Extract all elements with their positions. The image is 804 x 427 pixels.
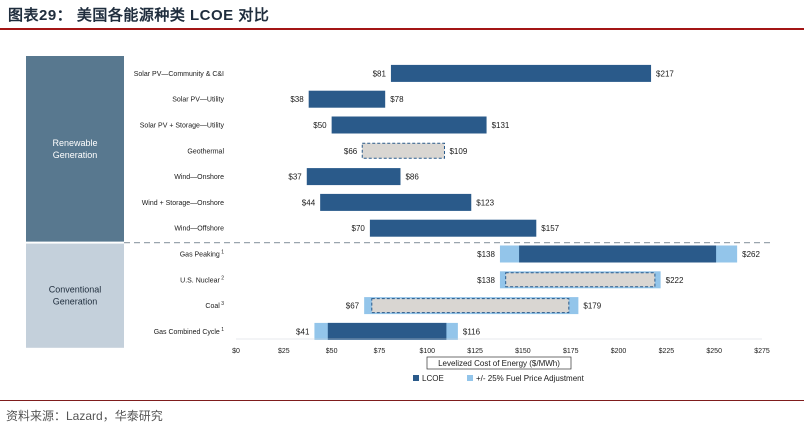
high-value-label: $78: [390, 95, 404, 104]
low-value-label: $138: [477, 276, 495, 285]
lcoe-bar-solar-pv-community-c-i: [390, 64, 652, 82]
category-label: U.S. Nuclear 2: [180, 275, 224, 284]
low-value-label: $81: [373, 69, 387, 78]
x-tick-label: $125: [467, 348, 483, 355]
lcoe-chart: Renewable Generation Conventional Generatio…: [26, 56, 770, 383]
high-value-label: $179: [583, 302, 601, 311]
category-label: Wind + Storage—Onshore: [142, 200, 224, 207]
footer-rule: [0, 400, 804, 401]
category-label: Wind—Onshore: [174, 174, 224, 181]
high-value-label: $157: [541, 224, 559, 233]
x-tick-label: $75: [374, 348, 386, 355]
legend-label-lcoe: LCOE: [422, 374, 444, 383]
x-tick-label: $150: [515, 348, 531, 355]
legend-swatch-fuel-adjust: [467, 375, 473, 381]
x-tick-label: $225: [659, 348, 675, 355]
x-tick-label: $0: [232, 348, 240, 355]
conventional-group-panel: [26, 243, 124, 348]
category-label: Gas Peaking 1: [180, 250, 224, 259]
lcoe-bar-wind-offshore: [369, 219, 537, 237]
x-tick-label: $100: [419, 348, 435, 355]
low-value-label: $138: [477, 250, 495, 259]
low-value-label: $66: [344, 147, 358, 156]
category-label: Wind—Offshore: [174, 226, 224, 233]
low-value-label: $67: [346, 302, 360, 311]
x-tick-label: $200: [611, 348, 627, 355]
low-value-label: $50: [313, 121, 327, 130]
lcoe-bar-geothermal: [361, 142, 445, 159]
category-label: Geothermal: [187, 148, 224, 155]
high-value-label: $262: [742, 250, 760, 259]
high-value-label: $86: [405, 173, 419, 182]
category-label: Coal 3: [205, 301, 224, 310]
lcoe-bar-gas-combined-cycle: [327, 322, 447, 340]
low-value-label: $38: [290, 95, 304, 104]
renewable-group-label: Renewable: [52, 138, 97, 148]
category-label: Gas Combined Cycle 1: [154, 327, 225, 336]
low-value-label: $44: [302, 198, 316, 207]
lcoe-bar-coal: [371, 298, 570, 314]
category-label: Solar PV + Storage—Utility: [140, 123, 225, 130]
conventional-group-label-line2: Generation: [53, 297, 98, 307]
lcoe-bar-u-s-nuclear: [505, 272, 656, 288]
high-value-label: $123: [476, 198, 494, 207]
high-value-label: $217: [656, 69, 674, 78]
low-value-label: $70: [352, 224, 366, 233]
x-tick-label: $275: [754, 348, 770, 355]
x-tick-label: $25: [278, 348, 290, 355]
x-tick-label: $250: [706, 348, 722, 355]
low-value-label: $41: [296, 327, 310, 336]
legend-label-fuel-adjust: +/- 25% Fuel Price Adjustment: [476, 374, 585, 383]
legend-swatch-lcoe: [413, 375, 419, 381]
lcoe-bar-wind-onshore: [306, 168, 401, 186]
title-rule: [0, 28, 804, 30]
lcoe-bar-solar-pv-utility: [308, 90, 386, 108]
high-value-label: $131: [492, 121, 510, 130]
high-value-label: $116: [463, 327, 481, 336]
x-axis-title-box: [426, 356, 572, 370]
lcoe-bar-solar-pv-storage-utility: [331, 116, 487, 134]
high-value-label: $222: [666, 276, 684, 285]
renewable-group-label-line2: Generation: [53, 150, 98, 160]
figure-title: 图表29： 美国各能源种类 LCOE 对比: [8, 7, 270, 24]
lcoe-bar-wind-storage-onshore: [320, 193, 472, 211]
renewable-group-panel: [26, 56, 124, 242]
high-value-label: $109: [449, 147, 467, 156]
x-tick-label: $50: [326, 348, 338, 355]
x-tick-label: $175: [563, 348, 579, 355]
low-value-label: $37: [288, 173, 302, 182]
category-label: Solar PV—Community & C&I: [134, 71, 224, 78]
conventional-group-label: Conventional: [49, 285, 102, 295]
x-axis-title: Levelized Cost of Energy ($/MWh): [438, 359, 560, 368]
source-note: 资料来源：Lazard，华泰研究: [6, 409, 163, 423]
lcoe-bar-gas-peaking: [519, 245, 717, 263]
category-label: Solar PV—Utility: [172, 97, 224, 104]
